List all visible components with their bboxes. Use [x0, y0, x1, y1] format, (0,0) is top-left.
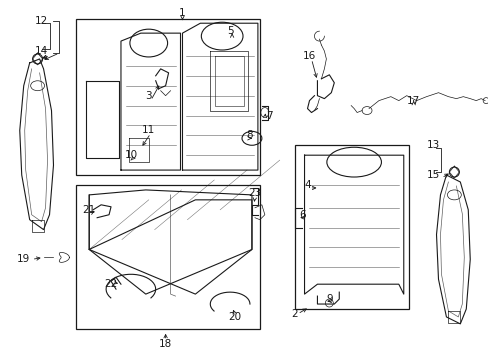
Text: 20: 20 [228, 312, 242, 322]
Text: 16: 16 [303, 51, 316, 61]
Text: 6: 6 [299, 210, 306, 220]
Bar [76, 19, 260, 175]
Text: 2: 2 [291, 309, 298, 319]
Text: 8: 8 [246, 130, 253, 140]
Bar [76, 185, 260, 329]
Text: 21: 21 [83, 205, 96, 215]
Text: 13: 13 [427, 140, 440, 150]
Text: 1: 1 [179, 8, 186, 18]
Text: 4: 4 [304, 180, 311, 190]
Text: 7: 7 [267, 111, 273, 121]
Text: 3: 3 [146, 91, 152, 101]
Bar [294, 145, 409, 309]
Text: 23: 23 [248, 188, 262, 198]
Text: 12: 12 [35, 16, 48, 26]
Text: 22: 22 [104, 279, 118, 289]
Text: 18: 18 [159, 339, 172, 349]
Text: 17: 17 [407, 96, 420, 105]
Text: 19: 19 [17, 255, 30, 264]
Text: 9: 9 [326, 294, 333, 304]
Text: 14: 14 [35, 46, 48, 56]
Text: 10: 10 [124, 150, 138, 160]
Text: 15: 15 [427, 170, 440, 180]
Text: 5: 5 [227, 26, 233, 36]
Text: 11: 11 [142, 125, 155, 135]
